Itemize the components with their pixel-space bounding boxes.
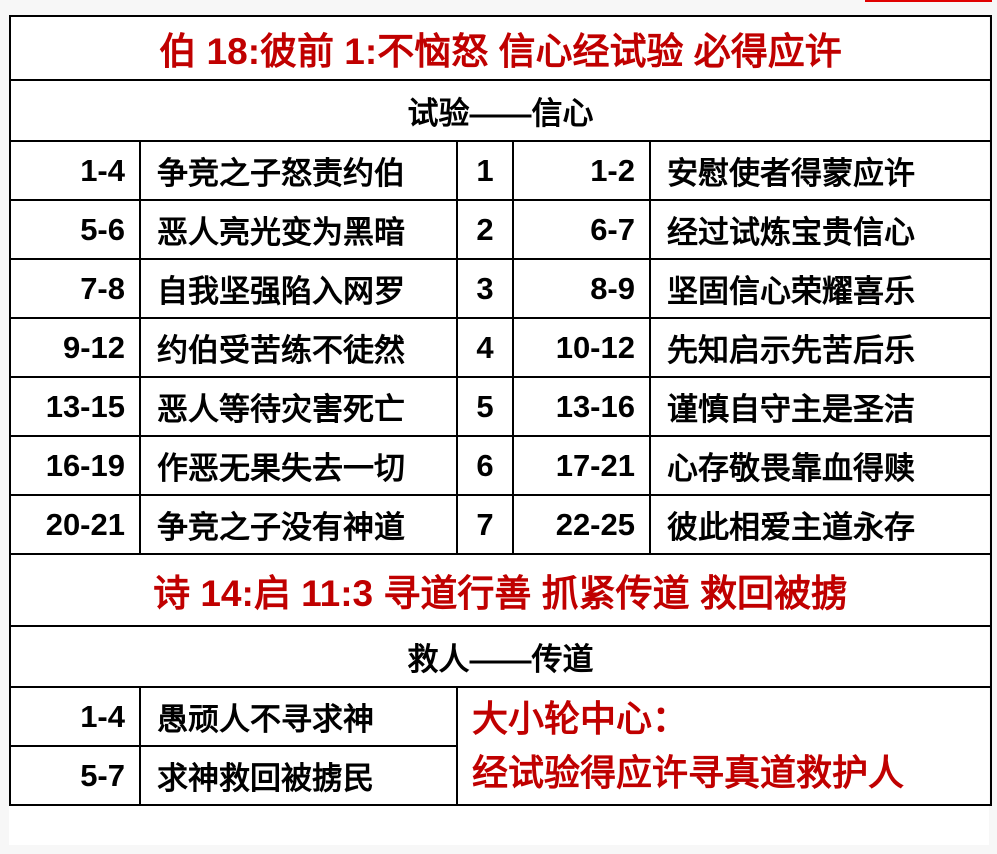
job-verse-range: 1-4 xyxy=(9,140,141,201)
title-job-peter: 伯 18:彼前 1:不恼怒 信心经试验 必得应许 xyxy=(8,15,993,81)
table-row: 7-8 自我坚强陷入网罗 3 8-9 坚固信心荣耀喜乐 xyxy=(9,258,993,319)
peter-verse-range: 13-16 xyxy=(512,376,651,437)
table-row: 1-4 争竞之子怒责约伯 1 1-2 安慰使者得蒙应许 xyxy=(9,140,993,201)
job-summary: 争竞之子没有神道 xyxy=(139,494,458,555)
peter-verse-range: 17-21 xyxy=(512,435,651,496)
table-row: 20-21 争竞之子没有神道 7 22-25 彼此相爱主道永存 xyxy=(9,494,993,555)
subtitle-save-preach: 救人——传道 xyxy=(8,625,993,688)
psalm-summary: 求神救回被掳民 xyxy=(139,745,458,806)
psalm-verse-range: 5-7 xyxy=(9,745,141,806)
subtitle-trial-faith: 试验——信心 xyxy=(8,79,993,142)
row-number: 6 xyxy=(456,435,514,496)
table-row: 9-12 约伯受苦练不徒然 4 10-12 先知启示先苦后乐 xyxy=(9,317,993,378)
job-verse-range: 20-21 xyxy=(9,494,141,555)
row-number: 4 xyxy=(456,317,514,378)
job-summary: 争竞之子怒责约伯 xyxy=(139,140,458,201)
center-theme-line1: 大小轮中心： xyxy=(472,698,689,739)
table-row: 13-15 恶人等待灾害死亡 5 13-16 谨慎自守主是圣洁 xyxy=(9,376,993,437)
job-verse-range: 16-19 xyxy=(9,435,141,496)
peter-verse-range: 6-7 xyxy=(512,199,651,260)
psalm-verse-range: 1-4 xyxy=(9,686,141,747)
peter-summary: 谨慎自守主是圣洁 xyxy=(648,376,993,437)
job-summary: 作恶无果失去一切 xyxy=(139,435,458,496)
row-number: 7 xyxy=(456,494,514,555)
study-table: 伯 18:彼前 1:不恼怒 信心经试验 必得应许 试验——信心 1-4 争竞之子怒… xyxy=(8,15,993,806)
study-table-sheet: 伯 18:彼前 1:不恼怒 信心经试验 必得应许 试验——信心 1-4 争竞之子怒… xyxy=(8,15,993,845)
peter-verse-range: 22-25 xyxy=(512,494,651,555)
job-summary: 自我坚强陷入网罗 xyxy=(139,258,458,319)
peter-summary: 心存敬畏靠血得赎 xyxy=(648,435,993,496)
peter-verse-range: 8-9 xyxy=(512,258,651,319)
job-verse-range: 13-15 xyxy=(9,376,141,437)
table-row: 5-6 恶人亮光变为黑暗 2 6-7 经过试炼宝贵信心 xyxy=(9,199,993,260)
peter-summary: 彼此相爱主道永存 xyxy=(648,494,993,555)
row-number: 1 xyxy=(456,140,514,201)
title-psalm-revelation: 诗 14:启 11:3 寻道行善 抓紧传道 救回被掳 xyxy=(8,553,993,627)
peter-summary: 安慰使者得蒙应许 xyxy=(648,140,993,201)
job-verse-range: 7-8 xyxy=(9,258,141,319)
peter-summary: 先知启示先苦后乐 xyxy=(648,317,993,378)
row-number: 2 xyxy=(456,199,514,260)
job-verse-range: 9-12 xyxy=(9,317,141,378)
row-number: 3 xyxy=(456,258,514,319)
top-red-line xyxy=(865,0,992,2)
job-summary: 恶人等待灾害死亡 xyxy=(139,376,458,437)
table-row: 5-7 求神救回被掳民 xyxy=(9,745,991,806)
row-number: 5 xyxy=(456,376,514,437)
peter-summary: 坚固信心荣耀喜乐 xyxy=(648,258,993,319)
table-row: 16-19 作恶无果失去一切 6 17-21 心存敬畏靠血得赎 xyxy=(9,435,993,496)
center-theme-line2: 经试验得应许寻真道救护人 xyxy=(472,752,905,793)
job-summary: 恶人亮光变为黑暗 xyxy=(139,199,458,260)
peter-verse-range: 10-12 xyxy=(512,317,651,378)
job-summary: 约伯受苦练不徒然 xyxy=(139,317,458,378)
peter-summary: 经过试炼宝贵信心 xyxy=(648,199,993,260)
peter-verse-range: 1-2 xyxy=(512,140,651,201)
job-verse-range: 5-6 xyxy=(9,199,141,260)
table-row: 1-4 愚顽人不寻求神 大小轮中心： 经试验得应许寻真道救护人 xyxy=(9,686,993,806)
psalm-summary: 愚顽人不寻求神 xyxy=(139,686,458,747)
center-theme: 大小轮中心： 经试验得应许寻真道救护人 xyxy=(455,686,993,806)
